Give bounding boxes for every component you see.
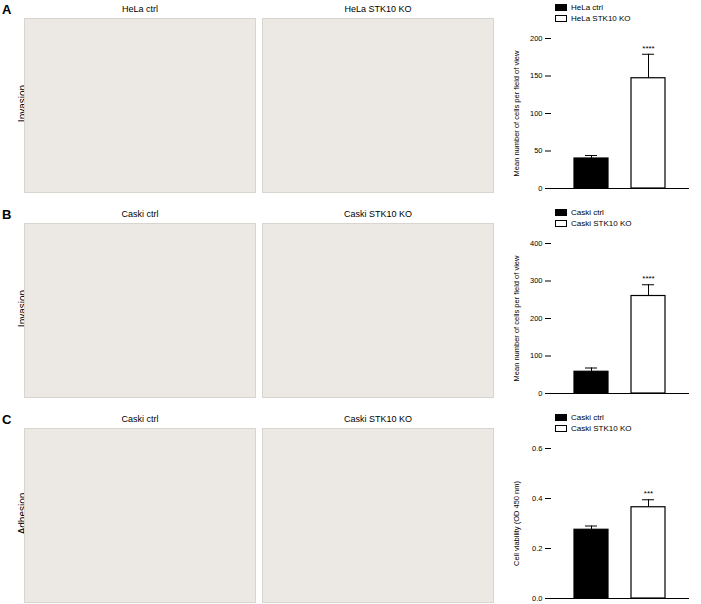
svg-text:0.0: 0.0 xyxy=(532,594,542,603)
html-text:HeLa ctrl: HeLa ctrl xyxy=(122,4,158,14)
html-text:A: A xyxy=(2,2,12,17)
html-text:Caski ctrl: Caski ctrl xyxy=(571,413,604,422)
html-text:C: C xyxy=(2,412,12,427)
html-text:Caski ctrl: Caski ctrl xyxy=(571,208,604,217)
svg-text:****: **** xyxy=(642,44,654,53)
html-text:HeLa ctrl: HeLa ctrl xyxy=(571,3,603,12)
svg-text:0.4: 0.4 xyxy=(532,494,542,503)
svg-text:***: *** xyxy=(644,489,653,498)
html-text:Caski STK10 KO: Caski STK10 KO xyxy=(571,424,632,433)
svg-text:Cell viability (OD 450 nm): Cell viability (OD 450 nm) xyxy=(512,480,521,566)
html-text:Caski ctrl: Caski ctrl xyxy=(121,414,159,424)
html-text:Caski ctrl: Caski ctrl xyxy=(121,209,159,219)
html-text:B: B xyxy=(2,207,12,222)
html-text:Caski STK10 KO: Caski STK10 KO xyxy=(344,209,412,219)
html-text:HeLa STK10 KO: HeLa STK10 KO xyxy=(571,14,631,23)
svg-text:0.6: 0.6 xyxy=(532,444,542,453)
svg-text:50: 50 xyxy=(534,146,542,155)
html-text:Invasion: Invasion xyxy=(16,84,28,122)
svg-text:Mean number of cells per field: Mean number of cells per field of view xyxy=(512,50,521,176)
svg-text:****: **** xyxy=(642,274,654,283)
svg-text:100: 100 xyxy=(530,109,543,118)
html-text:Caski STK10 KO: Caski STK10 KO xyxy=(344,414,412,424)
svg-text:300: 300 xyxy=(530,276,543,285)
html-text:HeLa STK10 KO: HeLa STK10 KO xyxy=(344,4,412,14)
svg-text:0: 0 xyxy=(538,184,542,193)
html-text:Invasion: Invasion xyxy=(16,289,28,327)
svg-text:150: 150 xyxy=(530,71,543,80)
html-text:Adhesion: Adhesion xyxy=(16,492,28,534)
svg-text:0: 0 xyxy=(538,389,542,398)
svg-text:400: 400 xyxy=(530,239,543,248)
svg-text:100: 100 xyxy=(530,351,543,360)
svg-text:200: 200 xyxy=(530,314,543,323)
svg-text:Mean number of cells per field: Mean number of cells per field of view xyxy=(512,255,521,381)
svg-text:200: 200 xyxy=(530,34,543,43)
svg-text:0.2: 0.2 xyxy=(532,544,542,553)
html-text:Caski STK10 KO: Caski STK10 KO xyxy=(571,219,632,228)
